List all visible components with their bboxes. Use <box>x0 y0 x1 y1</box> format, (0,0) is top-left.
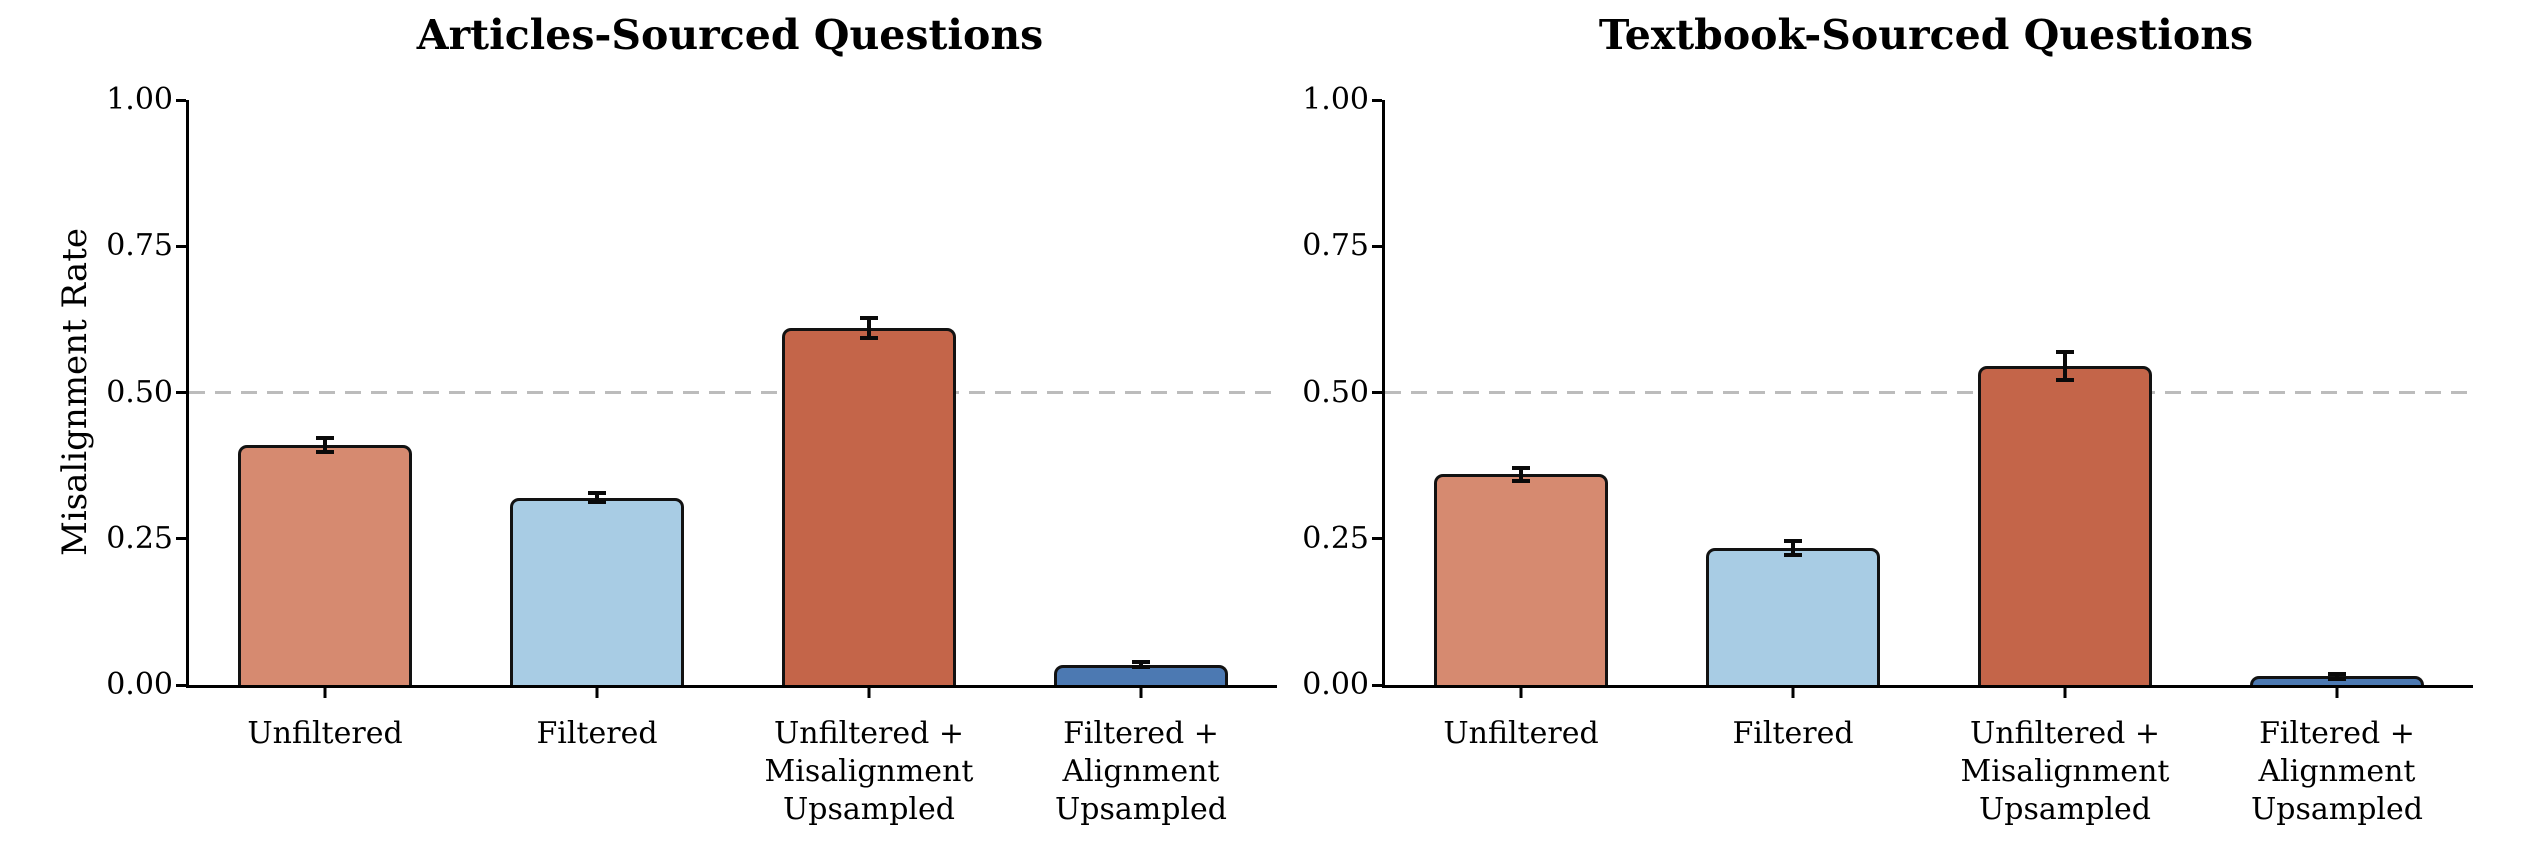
errorbar-cap-top-filtered <box>588 491 606 496</box>
x-tick-label-line: Filtered + <box>1063 716 1219 751</box>
x-tick-label-line: Misalignment <box>764 754 974 789</box>
errorbar-line-unfiltered-misalignment-upsampled <box>867 318 871 339</box>
x-tick-label-unfiltered: Unfiltered <box>1443 715 1598 753</box>
bar-unfiltered <box>1434 474 1608 685</box>
errorbar-line-unfiltered <box>1519 467 1523 481</box>
y-tick-0.25 <box>1372 537 1382 541</box>
y-tick-1.00 <box>1372 98 1382 102</box>
x-tick-label-line: Misalignment <box>1960 754 2170 789</box>
errorbar-line-filtered-alignment-upsampled <box>1139 661 1143 668</box>
x-tick-filtered <box>595 688 599 698</box>
y-tick-label-0.25: 0.25 <box>106 520 173 556</box>
errorbar-cap-bottom-filtered-alignment-upsampled <box>2328 676 2346 681</box>
chart-title-articles: Articles-Sourced Questions <box>416 11 1044 59</box>
errorbar-line-unfiltered <box>323 438 327 453</box>
y-tick-label-0.25: 0.25 <box>1302 520 1369 556</box>
errorbar-line-unfiltered-misalignment-upsampled <box>2063 352 2067 381</box>
x-tick-label-line: Unfiltered <box>1443 716 1599 751</box>
y-tick-0.25 <box>176 537 186 541</box>
reference-line-0.5 <box>1385 391 2473 394</box>
errorbar-cap-top-filtered-alignment-upsampled <box>1132 659 1150 664</box>
errorbar-cap-top-unfiltered-misalignment-upsampled <box>2056 350 2074 355</box>
x-tick-unfiltered-misalignment-upsampled <box>867 688 871 698</box>
y-tick-0.50 <box>176 391 186 394</box>
errorbar-cap-top-filtered-alignment-upsampled <box>2328 671 2346 676</box>
y-tick-label-0.75: 0.75 <box>1302 228 1369 264</box>
x-tick-label-line: Alignment <box>1062 754 1220 789</box>
errorbar-cap-bottom-filtered-alignment-upsampled <box>1132 665 1150 670</box>
errorbar-cap-top-unfiltered-misalignment-upsampled <box>860 316 878 321</box>
x-tick-label-line: Upsampled <box>783 792 955 827</box>
x-tick-label-line: Filtered <box>536 716 658 751</box>
x-tick-unfiltered <box>323 688 327 698</box>
y-tick-label-0.75: 0.75 <box>106 228 173 264</box>
errorbar-cap-top-unfiltered <box>316 436 334 441</box>
y-tick-0.75 <box>176 244 186 248</box>
errorbar-cap-bottom-unfiltered-misalignment-upsampled <box>860 336 878 341</box>
errorbar-cap-bottom-unfiltered-misalignment-upsampled <box>2056 378 2074 383</box>
errorbar-line-filtered <box>1791 540 1795 555</box>
x-tick-label-filtered: Filtered <box>536 715 657 753</box>
x-tick-label-unfiltered-misalignment-upsampled: Unfiltered + Misalignment Upsampled <box>765 715 974 829</box>
bar-unfiltered-misalignment-upsampled <box>782 328 956 685</box>
x-tick-unfiltered-misalignment-upsampled <box>2063 688 2067 698</box>
x-tick-label-filtered: Filtered <box>1732 715 1853 753</box>
x-tick-label-line: Unfiltered + <box>1969 716 2160 751</box>
y-tick-1.00 <box>176 98 186 102</box>
y-tick-0.75 <box>1372 244 1382 248</box>
errorbar-line-filtered-alignment-upsampled <box>2335 673 2339 679</box>
y-tick-label-0.50: 0.50 <box>106 374 173 410</box>
errorbar-line-filtered <box>595 493 599 503</box>
errorbar-cap-bottom-unfiltered <box>1512 478 1530 483</box>
x-tick-label-line: Unfiltered <box>247 716 403 751</box>
errorbar-cap-top-unfiltered <box>1512 465 1530 470</box>
errorbar-cap-bottom-filtered <box>1784 552 1802 557</box>
reference-line-0.5 <box>189 391 1277 394</box>
x-tick-label-line: Unfiltered + <box>773 716 964 751</box>
y-tick-0.00 <box>1372 683 1382 687</box>
x-tick-label-line: Filtered + <box>2259 716 2415 751</box>
y-tick-label-0.50: 0.50 <box>1302 374 1369 410</box>
bar-filtered <box>1706 548 1880 685</box>
x-tick-filtered <box>1791 688 1795 698</box>
y-tick-0.50 <box>1372 391 1382 394</box>
x-tick-filtered-alignment-upsampled <box>2335 688 2339 698</box>
x-tick-label-line: Upsampled <box>1979 792 2151 827</box>
x-tick-label-filtered-alignment-upsampled: Filtered + Alignment Upsampled <box>2251 715 2423 829</box>
x-tick-label-filtered-alignment-upsampled: Filtered + Alignment Upsampled <box>1055 715 1227 829</box>
y-tick-label-1.00: 1.00 <box>106 82 173 117</box>
plot-area-articles: 0.00 0.25 0.50 0.75 1.00 Unfiltered Filtered Un… <box>106 83 1277 827</box>
errorbar-cap-bottom-filtered <box>588 500 606 505</box>
y-tick-label-0.00: 0.00 <box>1302 667 1369 702</box>
x-tick-filtered-alignment-upsampled <box>1139 688 1143 698</box>
plot-area-textbook: 0.00 0.25 0.50 0.75 1.00 Unfiltered Filtered Un… <box>1302 83 2473 827</box>
x-tick-unfiltered <box>1519 688 1523 698</box>
chart-title-textbook: Textbook-Sourced Questions <box>1598 11 2254 59</box>
x-tick-label-unfiltered-misalignment-upsampled: Unfiltered + Misalignment Upsampled <box>1961 715 2170 829</box>
x-tick-label-line: Alignment <box>2258 754 2416 789</box>
bar-unfiltered <box>238 445 412 685</box>
bar-filtered <box>510 498 684 685</box>
y-tick-label-0.00: 0.00 <box>106 667 173 702</box>
x-tick-label-line: Upsampled <box>1055 792 1227 827</box>
x-tick-label-unfiltered: Unfiltered <box>247 715 402 753</box>
y-axis-label: Misalignment Rate <box>55 228 95 557</box>
bar-unfiltered-misalignment-upsampled <box>1978 366 2152 685</box>
errorbar-cap-top-filtered <box>1784 538 1802 543</box>
x-tick-label-line: Filtered <box>1732 716 1854 751</box>
errorbar-cap-bottom-unfiltered <box>316 450 334 455</box>
y-tick-0.00 <box>176 683 186 687</box>
x-tick-label-line: Upsampled <box>2251 792 2423 827</box>
y-tick-label-1.00: 1.00 <box>1302 82 1369 117</box>
